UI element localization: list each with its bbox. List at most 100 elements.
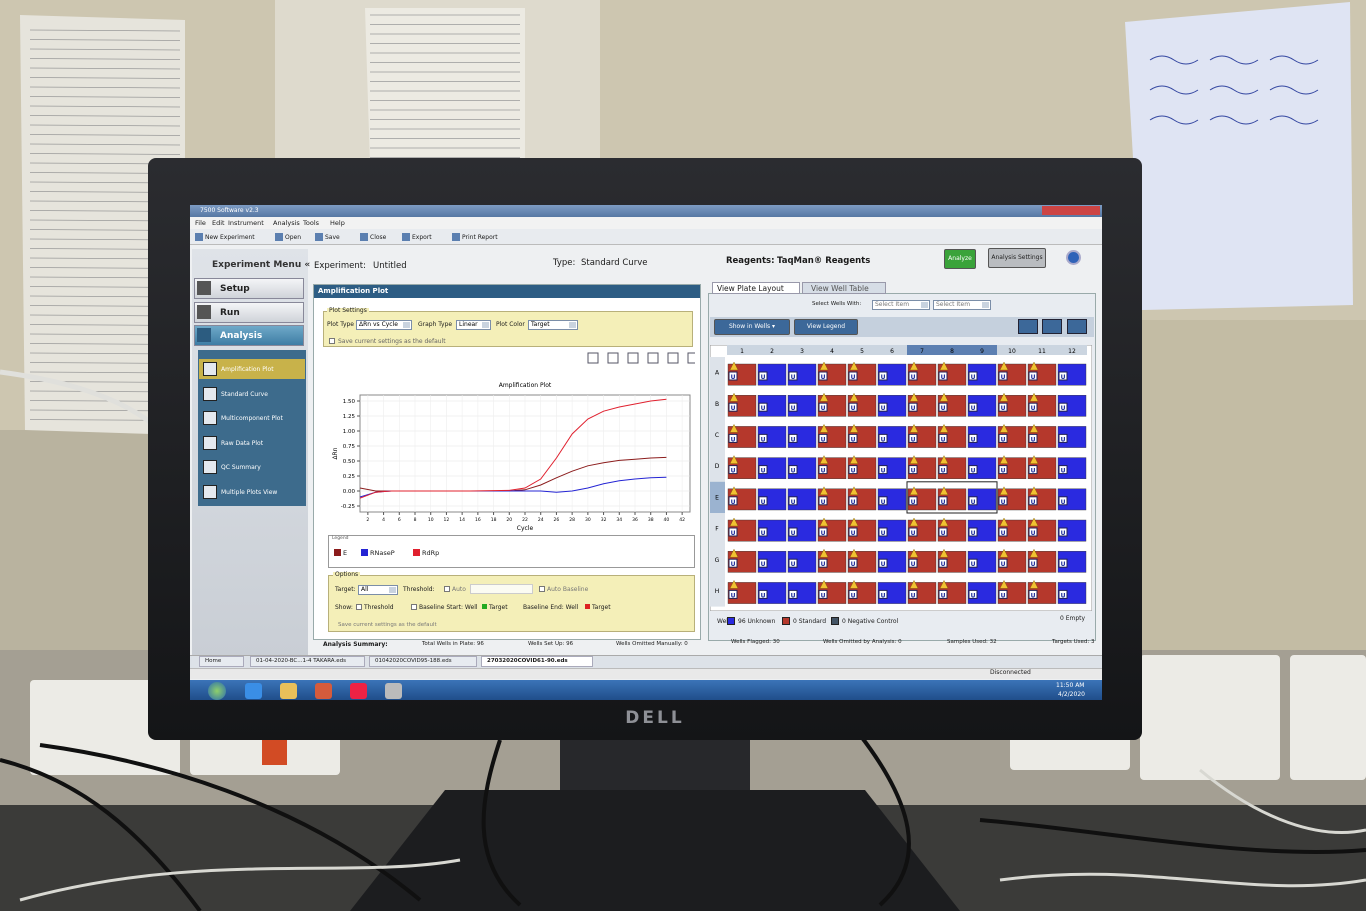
file-tab[interactable] (369, 656, 477, 667)
column-label: 6 (890, 348, 894, 355)
file-tab-label[interactable]: Home (205, 658, 222, 664)
analysis-item[interactable]: Multiple Plots View (221, 489, 278, 496)
checkbox[interactable] (411, 604, 417, 610)
unknown-mark: U (1031, 436, 1036, 443)
unknown-badge (968, 527, 978, 537)
unknown-mark: U (941, 499, 946, 506)
section-label[interactable]: Analysis (220, 331, 263, 341)
graph-type-select[interactable]: Linear (456, 320, 491, 330)
unknown-badge (998, 558, 1008, 568)
x-tick-label: 10 (428, 517, 434, 523)
taskbar-icon[interactable] (350, 683, 367, 699)
select-item[interactable]: Select Item (872, 300, 930, 310)
view-icon[interactable] (1067, 319, 1087, 334)
clock-time: 11:50 AM (1056, 682, 1085, 689)
unknown-mark: U (1061, 592, 1066, 599)
plate-tab[interactable]: View Plate Layout (712, 282, 800, 294)
cable (979, 818, 1366, 855)
menu-item[interactable]: Edit (212, 219, 225, 227)
taskbar-icon[interactable] (280, 683, 297, 699)
tool-icon[interactable] (647, 352, 659, 364)
analysis-item[interactable]: Amplification Plot (221, 366, 274, 373)
view-icon[interactable] (1018, 319, 1038, 334)
file-tab-label[interactable]: 01-04-2020-BC...1-4 TAKARA.eds (256, 658, 346, 664)
view-icon[interactable] (1042, 319, 1062, 334)
checkbox[interactable] (539, 586, 545, 592)
toolbar-item[interactable]: Close (370, 234, 387, 241)
checkbox[interactable] (444, 586, 450, 592)
cable (0, 369, 162, 432)
tool-icon[interactable] (687, 352, 695, 364)
file-tab[interactable] (199, 656, 244, 667)
unknown-badge (728, 433, 738, 443)
taskbar-icon[interactable] (385, 683, 402, 699)
menu-item[interactable]: Tools (303, 219, 320, 227)
section-label[interactable]: Run (220, 308, 240, 318)
analysis-item[interactable]: Raw Data Plot (221, 440, 264, 447)
unknown-badge (1058, 589, 1068, 599)
analysis-item[interactable]: Standard Curve (221, 391, 268, 398)
unknown-badge (758, 402, 768, 412)
file-tab[interactable] (250, 656, 365, 667)
analysis-item[interactable]: Multicomponent Plot (221, 415, 283, 422)
unknown-badge (728, 371, 738, 381)
unknown-mark: U (731, 530, 736, 537)
taskbar-icon[interactable] (315, 683, 332, 699)
menu-item[interactable]: Analysis (273, 219, 300, 227)
section-button[interactable] (194, 325, 304, 346)
tool-icon[interactable] (627, 352, 639, 364)
start-button[interactable] (208, 682, 226, 700)
section-label[interactable]: Setup (220, 284, 250, 294)
menu-item[interactable]: File (195, 219, 206, 227)
select-item[interactable]: Select Item (933, 300, 991, 310)
warning-flag (1029, 579, 1039, 589)
analyze-button[interactable]: Analyze (944, 249, 976, 269)
help-icon[interactable] (1066, 250, 1081, 265)
toolbar-item[interactable]: New Experiment (205, 234, 255, 241)
toolbar-item[interactable]: Open (285, 234, 302, 241)
plot-color-select[interactable]: Target (528, 320, 578, 330)
unknown-mark: U (881, 499, 886, 506)
threshold-input[interactable] (470, 584, 533, 594)
plot-type-select[interactable]: ΔRn vs Cycle (356, 320, 412, 330)
section-button[interactable] (194, 278, 304, 299)
chart-title: Amplification Plot (499, 382, 552, 389)
tool-icon[interactable] (587, 352, 599, 364)
tool-icon[interactable] (607, 352, 619, 364)
menu-item[interactable]: Instrument (228, 219, 264, 227)
analysis-settings-button[interactable]: Analysis Settings (988, 248, 1046, 268)
unknown-mark: U (851, 374, 856, 381)
checkbox[interactable] (329, 338, 335, 344)
section-button[interactable] (194, 302, 304, 323)
target-select[interactable]: All (358, 585, 398, 595)
unknown-badge (758, 496, 768, 506)
toolbar-item[interactable]: Print Report (462, 234, 498, 241)
wells-label: Wells: (717, 618, 735, 625)
file-tab[interactable] (481, 656, 593, 667)
paper-rule (29, 153, 181, 155)
unknown-badge (818, 558, 828, 568)
warning-flag (939, 486, 949, 496)
unknown-mark: U (1001, 592, 1006, 599)
file-tab-label[interactable]: 01042020COVID95-188.eds (375, 658, 452, 664)
y-tick-label: 1.00 (343, 429, 356, 435)
cable (999, 872, 1366, 888)
file-tab-label[interactable]: 27032020COVID61-90.eds (487, 658, 568, 664)
toolbar-item[interactable]: Export (412, 234, 432, 241)
taskbar-icon[interactable] (245, 683, 262, 699)
view-legend-button[interactable]: View Legend (794, 319, 858, 335)
plot-tools (587, 352, 695, 364)
analysis-item[interactable]: QC Summary (221, 464, 261, 471)
menu-item[interactable]: Help (330, 219, 345, 227)
checkbox[interactable] (356, 604, 362, 610)
x-tick-label: 8 (414, 517, 417, 523)
table-tab[interactable]: View Well Table (802, 282, 886, 294)
clock-date: 4/2/2020 (1058, 691, 1085, 698)
warning-flag (999, 361, 1009, 371)
toolbar-item[interactable]: Save (325, 234, 340, 241)
item-icon (203, 460, 217, 474)
show-in-wells-button[interactable]: Show in Wells ▾ (714, 319, 790, 335)
window-controls[interactable] (1042, 206, 1100, 215)
tool-icon[interactable] (667, 352, 679, 364)
